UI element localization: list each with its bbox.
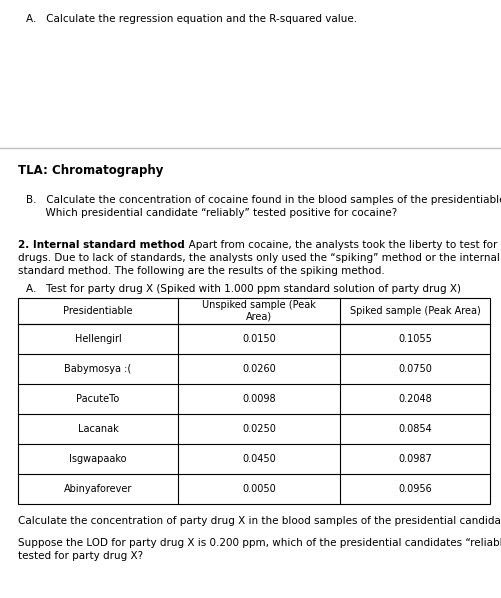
Text: 0.0250: 0.0250 [241, 424, 276, 434]
Text: Hellengirl: Hellengirl [75, 334, 121, 344]
Text: Lacanak: Lacanak [78, 424, 118, 434]
Text: B.   Calculate the concentration of cocaine found in the blood samples of the pr: B. Calculate the concentration of cocain… [26, 195, 501, 205]
Text: . Apart from cocaine, the analysts took the liberty to test for other: . Apart from cocaine, the analysts took … [182, 240, 501, 250]
Text: 2. Internal standard method: 2. Internal standard method [18, 240, 184, 250]
Text: TLA: Chromatography: TLA: Chromatography [18, 164, 163, 177]
Text: 0.0050: 0.0050 [241, 484, 276, 494]
Text: 0.0987: 0.0987 [397, 454, 431, 464]
Text: Calculate the concentration of party drug X in the blood samples of the presiden: Calculate the concentration of party dru… [18, 516, 501, 526]
Bar [18, 298, 489, 504]
Text: Unspiked sample (Peak
Area): Unspiked sample (Peak Area) [202, 300, 315, 322]
Text: 0.0260: 0.0260 [241, 364, 276, 374]
Text: tested for party drug X?: tested for party drug X? [18, 551, 143, 561]
Text: A.   Calculate the regression equation and the R-squared value.: A. Calculate the regression equation and… [26, 14, 356, 24]
Text: 0.0854: 0.0854 [397, 424, 431, 434]
Text: Isgwapaako: Isgwapaako [69, 454, 126, 464]
Text: Which presidential candidate “reliably” tested positive for cocaine?: Which presidential candidate “reliably” … [26, 208, 396, 218]
Text: 0.0750: 0.0750 [397, 364, 431, 374]
Text: A.   Test for party drug X (Spiked with 1.000 ppm standard solution of party dru: A. Test for party drug X (Spiked with 1.… [26, 284, 460, 294]
Text: 0.0098: 0.0098 [241, 394, 275, 404]
Text: 0.0956: 0.0956 [397, 484, 431, 494]
Text: drugs. Due to lack of standards, the analysts only used the “spiking” method or : drugs. Due to lack of standards, the ana… [18, 253, 499, 263]
Text: 0.2048: 0.2048 [397, 394, 431, 404]
Text: Abinyaforever: Abinyaforever [64, 484, 132, 494]
Text: 0.1055: 0.1055 [397, 334, 431, 344]
Text: Suppose the LOD for party drug X is 0.200 ppm, which of the presidential candida: Suppose the LOD for party drug X is 0.20… [18, 538, 501, 548]
Text: 0.0450: 0.0450 [241, 454, 276, 464]
Text: 0.0150: 0.0150 [241, 334, 276, 344]
Text: PacuteTo: PacuteTo [76, 394, 119, 404]
Text: Presidentiable: Presidentiable [63, 306, 132, 316]
Text: standard method. The following are the results of the spiking method.: standard method. The following are the r… [18, 266, 384, 276]
Text: Babymosya :(: Babymosya :( [64, 364, 131, 374]
Text: Spiked sample (Peak Area): Spiked sample (Peak Area) [349, 306, 479, 316]
